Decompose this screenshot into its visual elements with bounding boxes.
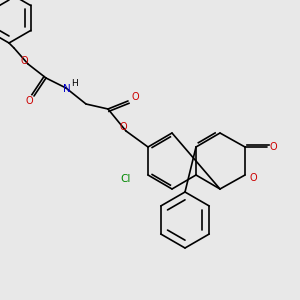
Text: Cl: Cl [121, 174, 131, 184]
Text: O: O [20, 56, 28, 66]
Text: H: H [72, 79, 78, 88]
Text: O: O [249, 173, 256, 183]
Text: N: N [63, 84, 71, 94]
Text: O: O [25, 96, 33, 106]
Text: O: O [119, 122, 127, 132]
Text: O: O [270, 142, 278, 152]
Text: O: O [132, 92, 140, 102]
